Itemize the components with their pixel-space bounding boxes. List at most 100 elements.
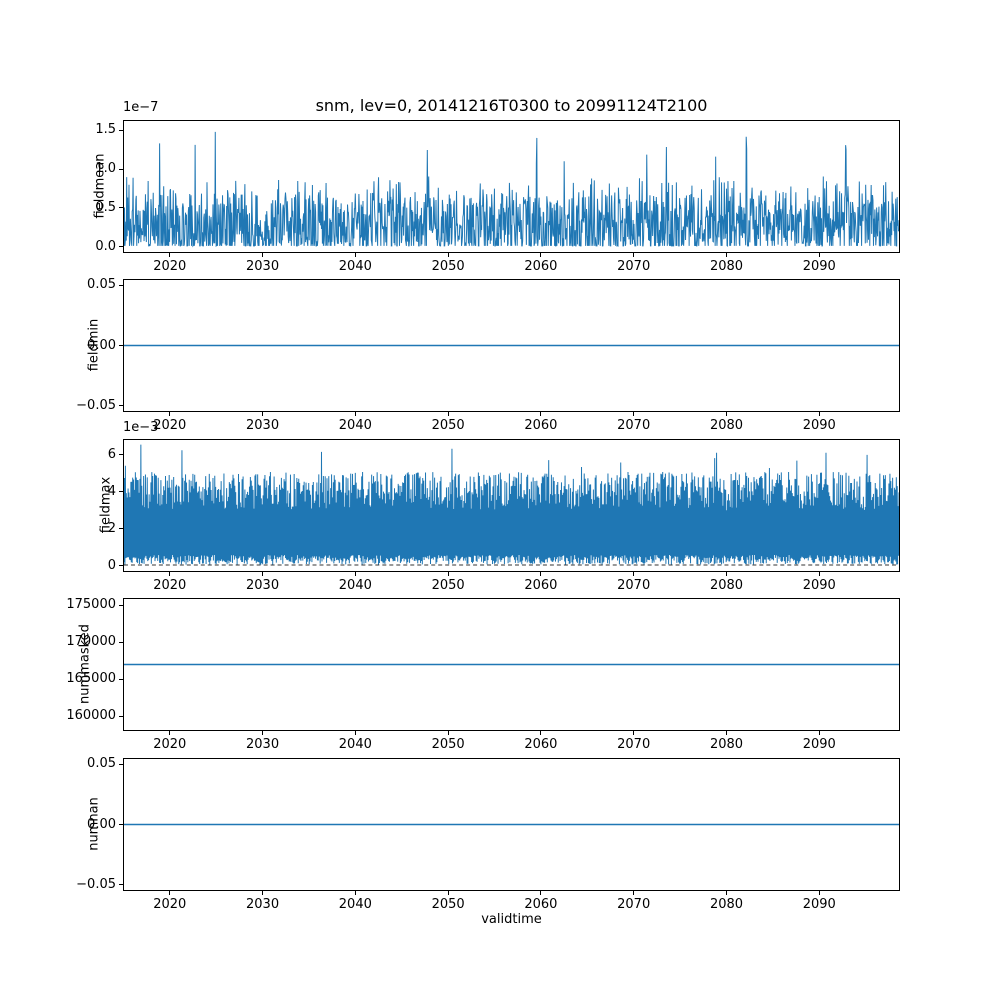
x-tick-label: 2080: [709, 737, 744, 752]
x-tick-label: 2090: [802, 737, 836, 752]
x-tick-mark: [169, 572, 171, 576]
x-tick-mark: [633, 253, 635, 257]
x-tick-label: 2030: [246, 259, 280, 274]
x-tick-label: 2070: [617, 259, 651, 274]
x-tick-label: 2030: [246, 418, 280, 433]
x-tick-label: 2070: [617, 737, 651, 752]
x-tick-label: 2020: [153, 578, 187, 593]
y-tick-mark: [119, 715, 123, 717]
y-tick-label: 0.0: [95, 238, 116, 254]
fieldmean-line: [124, 131, 899, 248]
x-tick-mark: [354, 572, 356, 576]
x-tick-mark: [725, 891, 727, 895]
x-tick-label: 2050: [431, 578, 465, 593]
y-tick-mark: [119, 405, 123, 407]
y-tick-mark: [119, 491, 123, 493]
y-tick-label: 0.5: [95, 199, 116, 215]
x-tick-mark: [354, 253, 356, 257]
y-tick-mark: [119, 168, 123, 170]
subplot-fieldmean: [123, 120, 900, 253]
x-tick-label: 2070: [617, 418, 651, 433]
numnan-plot-area: [124, 823, 899, 826]
x-tick-label: 2070: [617, 897, 651, 912]
x-tick-mark: [262, 253, 264, 257]
y-tick-mark: [119, 763, 123, 765]
y-tick-label: 160000: [66, 708, 116, 724]
fieldmean-plot-area: [124, 131, 899, 248]
x-tick-mark: [262, 731, 264, 735]
x-tick-label: 2090: [802, 259, 836, 274]
x-tick-mark: [540, 412, 542, 416]
y-tick-mark: [119, 284, 123, 286]
x-tick-label: 2050: [431, 418, 465, 433]
y-tick-label: 0.00: [87, 816, 116, 832]
x-tick-mark: [633, 731, 635, 735]
fieldmax-line: [124, 444, 899, 565]
y-tick-label: −0.05: [76, 397, 116, 413]
x-tick-label: 2030: [246, 737, 280, 752]
x-tick-label: 2060: [524, 259, 558, 274]
x-tick-label: 2020: [153, 259, 187, 274]
x-tick-label: 2080: [709, 418, 744, 433]
y-tick-label: −0.05: [76, 876, 116, 892]
x-tick-label: 2060: [524, 737, 558, 752]
y-tick-mark: [119, 565, 123, 567]
figure-title: snm, lev=0, 20141216T0300 to 20991124T21…: [315, 96, 708, 115]
y-tick-label: 6: [107, 446, 116, 462]
y-tick-label: 4: [107, 483, 116, 499]
x-tick-mark: [169, 253, 171, 257]
x-tick-label: 2020: [153, 418, 187, 433]
y-tick-mark: [119, 604, 123, 606]
y-tick-label: 0.05: [87, 277, 116, 293]
x-tick-label: 2050: [431, 737, 465, 752]
x-tick-mark: [354, 412, 356, 416]
x-tick-label: 2090: [802, 578, 836, 593]
fieldmax-plot-area: [124, 444, 899, 566]
x-tick-label: 2040: [338, 578, 372, 593]
x-tick-mark: [540, 891, 542, 895]
x-tick-label: 2050: [431, 259, 465, 274]
nummasked-plot-area: [124, 663, 899, 666]
y-tick-label: 0.05: [87, 756, 116, 772]
x-tick-label: 2030: [246, 578, 280, 593]
x-tick-label: 2060: [524, 418, 558, 433]
scale-offset-text-fieldmax: 1e−3: [123, 420, 159, 435]
y-tick-label: 175000: [66, 597, 116, 613]
y-tick-label: 170000: [66, 634, 116, 650]
x-tick-label: 2080: [709, 578, 744, 593]
x-tick-label: 2020: [153, 737, 187, 752]
x-tick-mark: [169, 412, 171, 416]
x-tick-label: 2020: [153, 897, 187, 912]
x-tick-mark: [633, 891, 635, 895]
scale-offset-text-fieldmean: 1e−7: [123, 100, 159, 115]
x-tick-mark: [540, 572, 542, 576]
y-tick-label: 0: [107, 557, 116, 573]
x-tick-label: 2040: [338, 259, 372, 274]
x-tick-label: 2090: [802, 897, 836, 912]
x-tick-label: 2040: [338, 737, 372, 752]
x-tick-label: 2060: [524, 897, 558, 912]
x-tick-mark: [725, 731, 727, 735]
x-tick-mark: [633, 572, 635, 576]
x-tick-mark: [447, 572, 449, 576]
x-tick-label: 2030: [246, 897, 280, 912]
y-tick-mark: [119, 246, 123, 248]
y-tick-mark: [119, 345, 123, 346]
y-tick-mark: [119, 207, 123, 209]
y-tick-mark: [119, 454, 123, 456]
y-tick-mark: [119, 884, 123, 886]
fieldmin-plot-area: [124, 344, 899, 347]
subplot-fieldmin: [123, 279, 900, 412]
y-tick-label: 165000: [66, 671, 116, 687]
x-tick-label: 2040: [338, 897, 372, 912]
x-tick-mark: [447, 731, 449, 735]
x-tick-mark: [540, 253, 542, 257]
y-tick-mark: [119, 678, 123, 680]
x-tick-mark: [725, 253, 727, 257]
x-tick-mark: [169, 891, 171, 895]
x-tick-mark: [818, 731, 820, 735]
x-tick-label: 2040: [338, 418, 372, 433]
x-tick-mark: [818, 891, 820, 895]
y-tick-mark: [119, 129, 123, 131]
